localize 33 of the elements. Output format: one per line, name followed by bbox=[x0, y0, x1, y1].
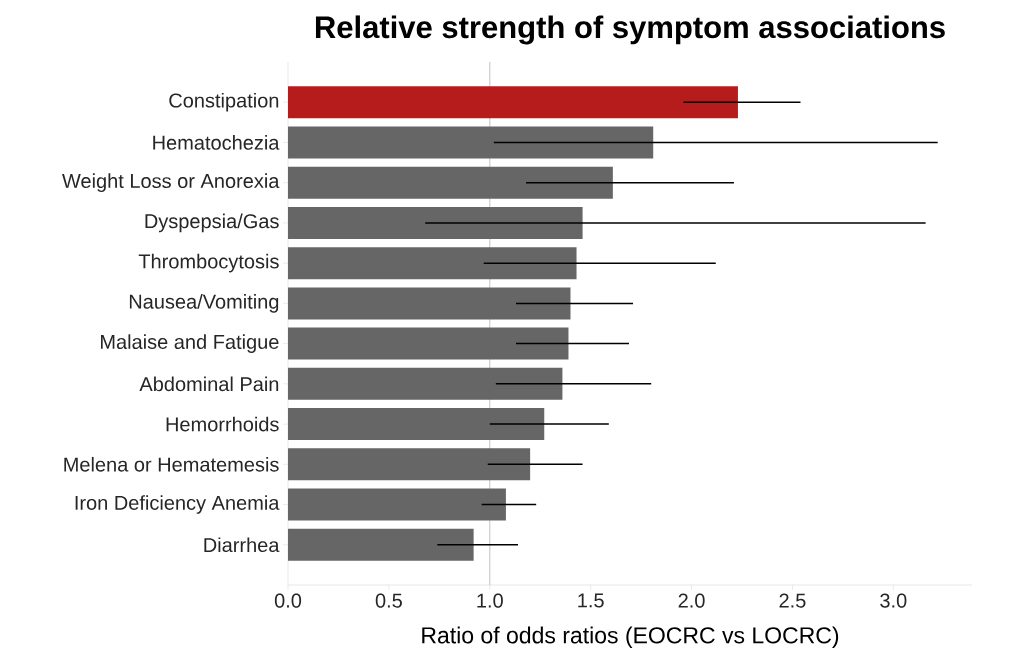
y-tick-label: Dyspepsia/Gas bbox=[145, 213, 279, 233]
y-tick-label: Iron Deficiency Anemia bbox=[75, 495, 280, 514]
y-tick-label: Malaise and Fatigue bbox=[101, 334, 279, 353]
x-tick-label: 1.0 bbox=[477, 593, 503, 608]
bar bbox=[288, 488, 506, 521]
bar bbox=[288, 126, 654, 159]
y-tick-label: Constipation bbox=[169, 92, 279, 112]
bar bbox=[288, 247, 577, 280]
x-axis-title: Ratio of odds ratios (EOCRC vs LOCRC) bbox=[422, 626, 839, 648]
y-tick-label: Hematochezia bbox=[153, 135, 280, 150]
y-tick-label: Melena or Hematemesis bbox=[64, 456, 279, 472]
bar bbox=[288, 86, 738, 119]
x-tick-label: 0.0 bbox=[274, 593, 302, 608]
x-tick-label: 0.5 bbox=[375, 593, 402, 608]
y-tick-label: Hemorrhoids bbox=[166, 416, 279, 432]
y-tick-label: Weight Loss or Anorexia bbox=[62, 173, 280, 193]
y-tick-label: Nausea/Vomiting bbox=[129, 294, 279, 313]
bar bbox=[288, 528, 474, 561]
x-tick-label: 2.0 bbox=[678, 593, 705, 608]
bar bbox=[288, 408, 545, 441]
bar bbox=[288, 327, 569, 360]
y-tick-label: Abdominal Pain bbox=[139, 376, 279, 392]
bar bbox=[288, 287, 571, 320]
y-tick-label: Diarrhea bbox=[204, 537, 280, 553]
bar bbox=[288, 367, 563, 400]
x-tick-label: 3.0 bbox=[880, 593, 907, 608]
chart-title: Relative strength of symptom associations bbox=[315, 15, 945, 45]
bar bbox=[288, 448, 531, 481]
bar bbox=[288, 206, 583, 239]
y-tick-label: Thrombocytosis bbox=[138, 253, 279, 273]
x-tick-label: 1.5 bbox=[578, 593, 604, 608]
x-tick-label: 2.5 bbox=[779, 593, 806, 608]
bar bbox=[288, 166, 613, 199]
